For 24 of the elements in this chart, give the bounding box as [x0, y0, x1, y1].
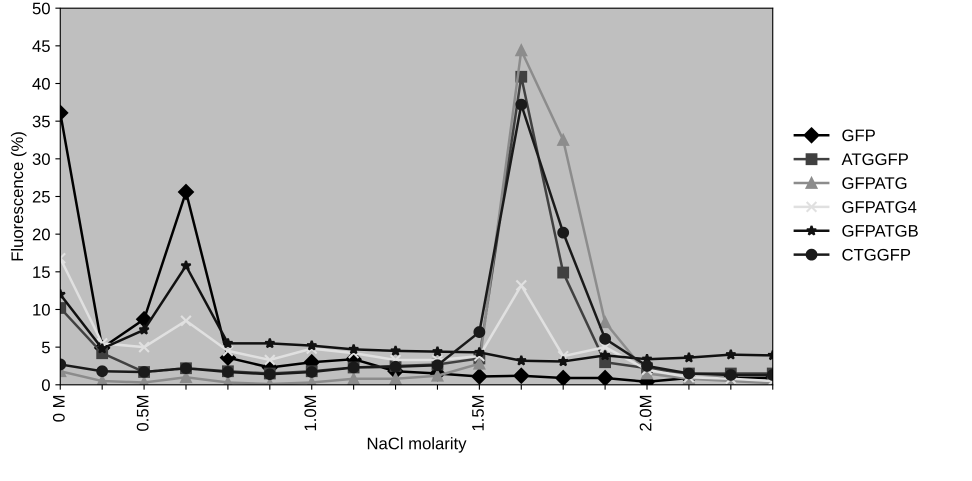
x-tick-label: 1.0M [304, 396, 316, 430]
x-tick-label: 1.5M [472, 396, 484, 430]
y-axis-title: Fluorescence (%) [10, 132, 26, 260]
x-tick-label: 0 M [52, 396, 65, 422]
y-tick-label: 25 [32, 190, 50, 203]
legend-label: CTGGFP [842, 248, 910, 261]
legend-label: GFP [842, 129, 875, 142]
legend-label: ATGGFP [842, 153, 908, 166]
y-tick-label: 50 [32, 2, 50, 14]
y-tick-label: 40 [32, 78, 50, 90]
x-tick-label: 0.5M [136, 396, 149, 431]
y-tick-label: 35 [32, 116, 50, 128]
legend-label: GFPATGB [842, 224, 918, 237]
y-tick-label: 20 [32, 228, 50, 240]
legend-label: GFPATG4 [842, 201, 916, 213]
y-tick-label: 15 [33, 266, 50, 278]
y-tick-label: 5 [42, 342, 50, 354]
y-tick-label: 45 [32, 40, 50, 52]
y-tick-label: 0 [42, 379, 50, 392]
legend-label: GFPATG [842, 177, 906, 190]
x-tick-label: 2.0M [640, 396, 652, 431]
x-axis-title: NaCl molarity [368, 437, 466, 453]
y-tick-label: 10 [33, 304, 50, 316]
y-tick-label: 30 [32, 153, 50, 166]
